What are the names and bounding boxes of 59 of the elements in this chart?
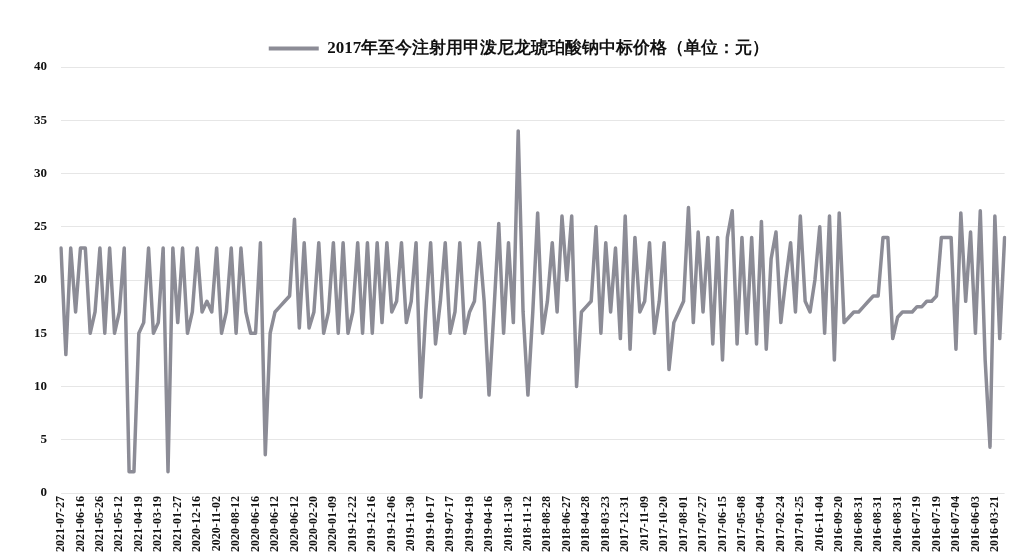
x-tick-label: 2017-05-08 (734, 496, 749, 553)
x-tick-label: 2017-07-27 (695, 496, 710, 553)
y-tick-label: 5 (40, 431, 48, 447)
legend-label: 2017年至今注射用甲泼尼龙琥珀酸钠中标价格（单位：元） (327, 37, 770, 57)
x-tick-label: 2016-06-03 (967, 496, 982, 553)
x-tick-label: 2019-07-17 (442, 496, 457, 553)
x-tick-label: 2019-12-06 (383, 496, 398, 553)
y-tick-label: 25 (34, 218, 48, 234)
x-tick-label: 2018-11-30 (500, 496, 515, 552)
x-tick-label: 2019-04-16 (481, 496, 496, 553)
x-tick-label: 2020-06-12 (267, 496, 282, 553)
x-tick-label: 2021-01-27 (169, 496, 184, 553)
x-tick-label: 2019-12-16 (364, 496, 379, 553)
x-tick-label: 2016-08-31 (889, 496, 904, 553)
x-tick-label: 2021-04-19 (130, 496, 145, 553)
x-tick-label: 2017-10-20 (656, 496, 671, 553)
x-tick-label: 2019-10-17 (422, 496, 437, 553)
y-tick-label: 35 (34, 111, 48, 127)
y-tick-label: 15 (34, 324, 48, 340)
x-tick-label: 2017-11-09 (636, 496, 651, 552)
x-tick-label: 2018-08-28 (539, 496, 554, 553)
x-tick-label: 2020-11-02 (208, 496, 223, 552)
x-tick-label: 2016-07-04 (948, 496, 963, 553)
y-tick-label: 30 (34, 164, 47, 180)
x-tick-label: 2021-05-26 (92, 496, 107, 553)
x-tick-label: 2017-12-31 (617, 496, 632, 553)
x-tick-label: 2016-03-21 (986, 496, 1001, 553)
x-tick-label: 2019-11-30 (403, 496, 418, 552)
x-tick-label: 2018-04-28 (578, 496, 593, 553)
x-tick-label: 2021-03-19 (150, 496, 165, 553)
x-tick-label: 2021-07-27 (53, 496, 68, 553)
x-tick-label: 2020-01-09 (325, 496, 340, 553)
x-tick-label: 2016-09-20 (831, 496, 846, 553)
x-tick-label: 2020-12-16 (189, 496, 204, 553)
y-tick-label: 10 (34, 377, 47, 393)
x-tick-label: 2016-08-31 (870, 496, 885, 553)
x-tick-label: 2018-03-23 (597, 496, 612, 553)
x-tick-label: 2019-04-19 (461, 496, 476, 553)
x-tick-label: 2021-06-16 (72, 496, 87, 553)
y-tick-label: 0 (40, 484, 47, 500)
x-tick-label: 2017-05-04 (753, 496, 768, 553)
x-tick-label: 2018-06-27 (558, 496, 573, 553)
x-tick-label: 2017-08-01 (675, 496, 690, 553)
x-tick-label: 2020-02-20 (306, 496, 321, 553)
x-tick-label: 2021-05-12 (111, 496, 126, 553)
x-tick-label: 2016-08-31 (850, 496, 865, 553)
x-tick-label: 2017-01-25 (792, 496, 807, 553)
x-tick-label: 2020-08-12 (228, 496, 243, 553)
x-tick-label: 2017-06-15 (714, 496, 729, 553)
x-tick-label: 2016-07-19 (909, 496, 924, 553)
x-tick-label: 2020-06-16 (247, 496, 262, 553)
x-tick-label: 2019-12-22 (344, 496, 359, 553)
x-tick-label: 2018-11-12 (520, 496, 535, 552)
y-tick-label: 40 (34, 58, 47, 74)
y-tick-label: 20 (34, 271, 47, 287)
x-tick-label: 2016-07-19 (928, 496, 943, 553)
x-tick-label: 2017-02-24 (772, 496, 787, 553)
x-tick-label: 2016-11-04 (811, 496, 826, 552)
x-tick-label: 2020-06-12 (286, 496, 301, 553)
